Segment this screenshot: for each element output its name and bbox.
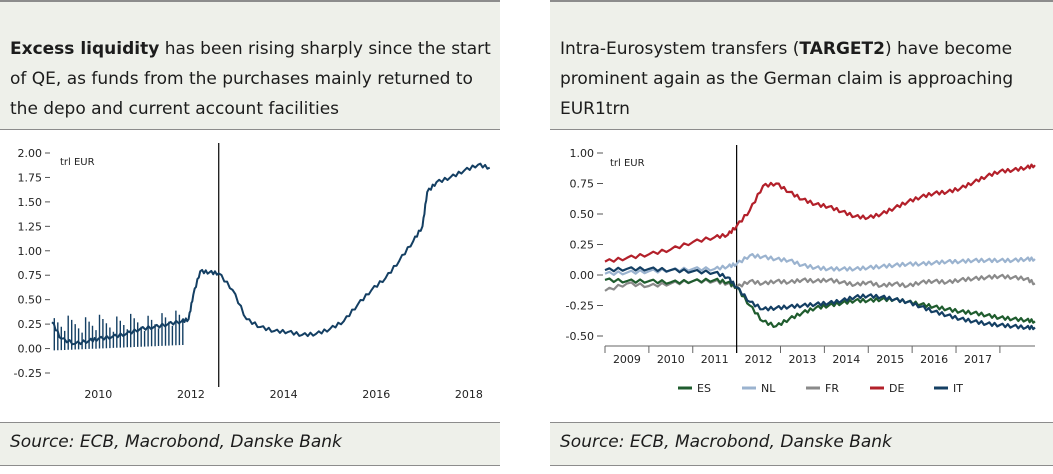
legend-label-it: IT xyxy=(953,382,963,395)
x-tick-label: 2012 xyxy=(177,388,205,401)
y-tick-label: 0.50 xyxy=(570,208,595,221)
x-tick-label: 2009 xyxy=(613,353,641,366)
series-line-it xyxy=(604,266,1036,331)
right-headline-bold: TARGET2 xyxy=(799,39,885,59)
x-tick-label: 2017 xyxy=(964,353,992,366)
target2-chart: 1.00 0.75 0.50 0.25 0.00 -0.25 -0.50 2009 2010 20… xyxy=(566,145,1036,395)
legend-label-fr: FR xyxy=(825,382,839,395)
y-tick-label: -0.25 xyxy=(566,300,594,313)
legend-label-nl: NL xyxy=(761,382,776,395)
right-panel: Intra-Eurosystem transfers (TARGET2) hav… xyxy=(550,0,1053,474)
series-line-fr xyxy=(604,273,1036,292)
x-tick-label: 2014 xyxy=(832,353,860,366)
x-tick-label: 2016 xyxy=(362,388,390,401)
y-tick-label: 1.00 xyxy=(18,245,43,258)
left-headline-bold: Excess liquidity xyxy=(10,39,160,59)
x-tick-label: 2016 xyxy=(920,353,948,366)
legend-label-es: ES xyxy=(697,382,711,395)
x-tick-label: 2018 xyxy=(455,388,483,401)
y-tick-label: 1.75 xyxy=(18,171,43,184)
right-headline: Intra-Eurosystem transfers (TARGET2) hav… xyxy=(560,34,1048,124)
y-tick-label: 0.00 xyxy=(18,343,43,356)
x-tick-label: 2013 xyxy=(788,353,816,366)
y-tick-label: -0.50 xyxy=(566,330,594,343)
x-tick-label: 2010 xyxy=(84,388,112,401)
excess-liquidity-spikes xyxy=(53,310,184,351)
y-tick-label: 0.50 xyxy=(18,294,43,307)
right-source: Source: ECB, Macrobond, Danske Bank xyxy=(560,432,892,452)
x-tick-label: 2014 xyxy=(270,388,298,401)
left-footer: Source: ECB, Macrobond, Danske Bank xyxy=(0,422,500,466)
y-tick-label: 0.75 xyxy=(570,178,595,191)
x-tick-label: 2015 xyxy=(876,353,904,366)
x-tick-label: 2010 xyxy=(657,353,685,366)
series-line-nl xyxy=(604,253,1036,276)
unit-label: trl EUR xyxy=(610,158,645,169)
left-header: Excess liquidity has been rising sharply… xyxy=(0,0,500,130)
y-tick-label: 0.75 xyxy=(18,269,43,282)
y-tick-label: 1.25 xyxy=(18,220,43,233)
right-headline-post: ) have become prominent again as the Ger… xyxy=(560,39,1014,119)
y-tick-label: 2.00 xyxy=(18,147,43,160)
excess-liquidity-line xyxy=(51,162,491,346)
x-tick-label: 2012 xyxy=(745,353,773,366)
legend-label-de: DE xyxy=(889,382,904,395)
y-tick-label: 0.25 xyxy=(18,318,43,331)
y-tick-label: -0.25 xyxy=(14,367,42,380)
y-tick-label: 0.25 xyxy=(570,239,595,252)
excess-liquidity-chart: 2.00 1.75 1.50 1.25 1.00 0.75 0.50 0.25 0.00 -0.2… xyxy=(14,143,491,401)
y-tick-label: 1.50 xyxy=(18,196,43,209)
right-footer: Source: ECB, Macrobond, Danske Bank xyxy=(550,422,1053,466)
left-source: Source: ECB, Macrobond, Danske Bank xyxy=(10,432,342,452)
left-panel: Excess liquidity has been rising sharply… xyxy=(0,0,500,474)
y-tick-label: 1.00 xyxy=(570,147,595,160)
series-line-de xyxy=(604,163,1036,263)
series-line-es xyxy=(604,277,1036,328)
left-headline-text: has been rising sharply since the start … xyxy=(10,39,491,119)
right-header: Intra-Eurosystem transfers (TARGET2) hav… xyxy=(550,0,1053,130)
y-tick-label: 0.00 xyxy=(570,269,595,282)
x-tick-label: 2011 xyxy=(701,353,729,366)
right-headline-pre: Intra-Eurosystem transfers ( xyxy=(560,39,800,59)
left-headline: Excess liquidity has been rising sharply… xyxy=(10,34,498,124)
unit-label: trl EUR xyxy=(60,157,95,168)
